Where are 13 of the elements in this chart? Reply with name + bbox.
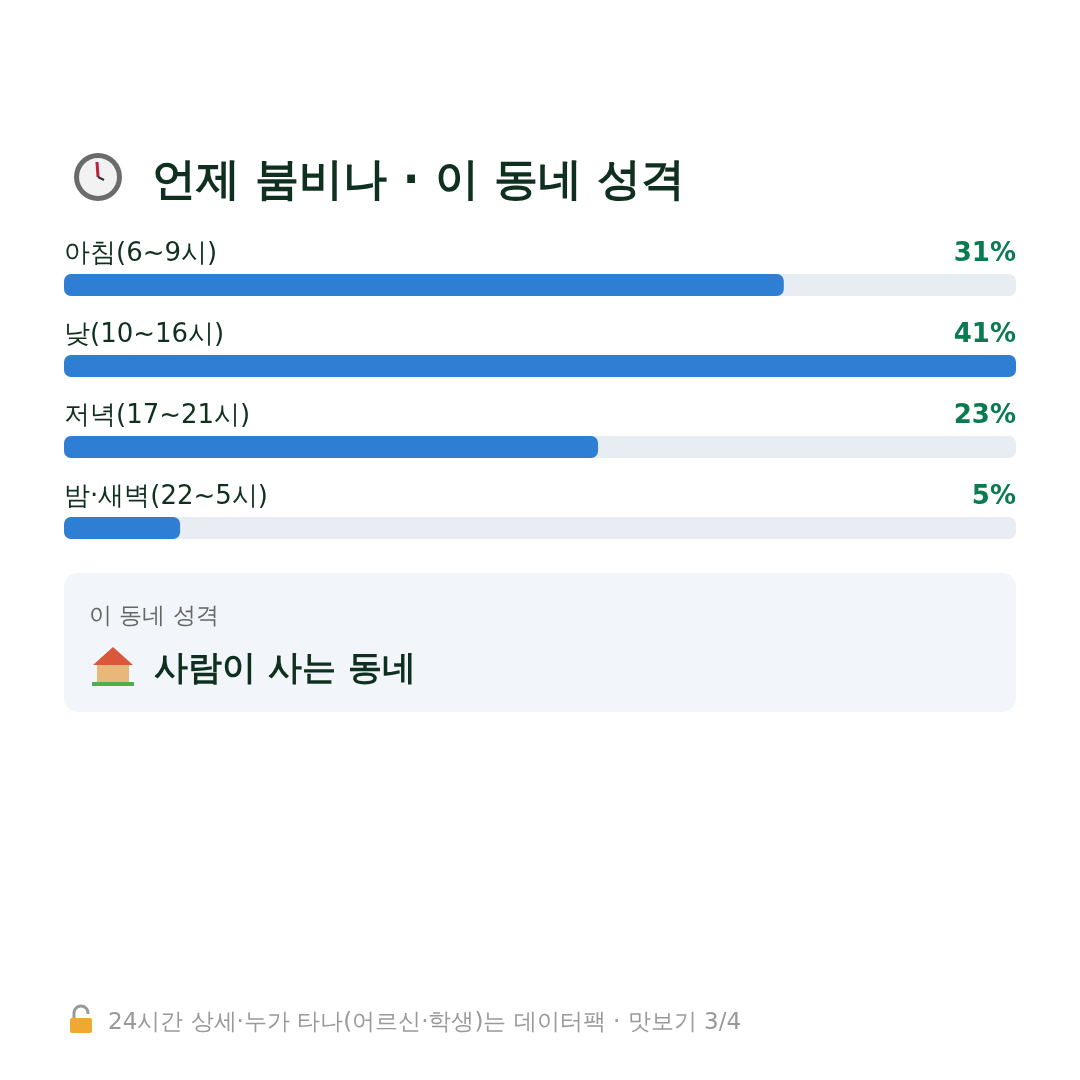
y-tick-label: 낮(10~16시) bbox=[64, 318, 225, 348]
y-tick-label: 밤·새벽(22~5시) bbox=[64, 480, 268, 510]
data-label: 23% bbox=[953, 399, 1016, 429]
y-tick-label: 저녁(17~21시) bbox=[64, 399, 251, 429]
data-label: 41% bbox=[953, 318, 1016, 348]
data-label: 5% bbox=[971, 480, 1016, 510]
bar bbox=[64, 517, 181, 539]
chart-title: 언제 붐비나 · 이 동네 성격 bbox=[152, 153, 686, 204]
data-label: 31% bbox=[953, 237, 1016, 267]
text: 사람이 사는 동네 bbox=[154, 647, 416, 687]
y-tick-label: 아침(6~9시) bbox=[64, 237, 218, 267]
text: 24시간 상세·누가 타나(어르신·학생)는 데이터팩 · 맛보기 3/4 bbox=[108, 1008, 742, 1034]
text: 이 동네 성격 bbox=[89, 602, 219, 628]
